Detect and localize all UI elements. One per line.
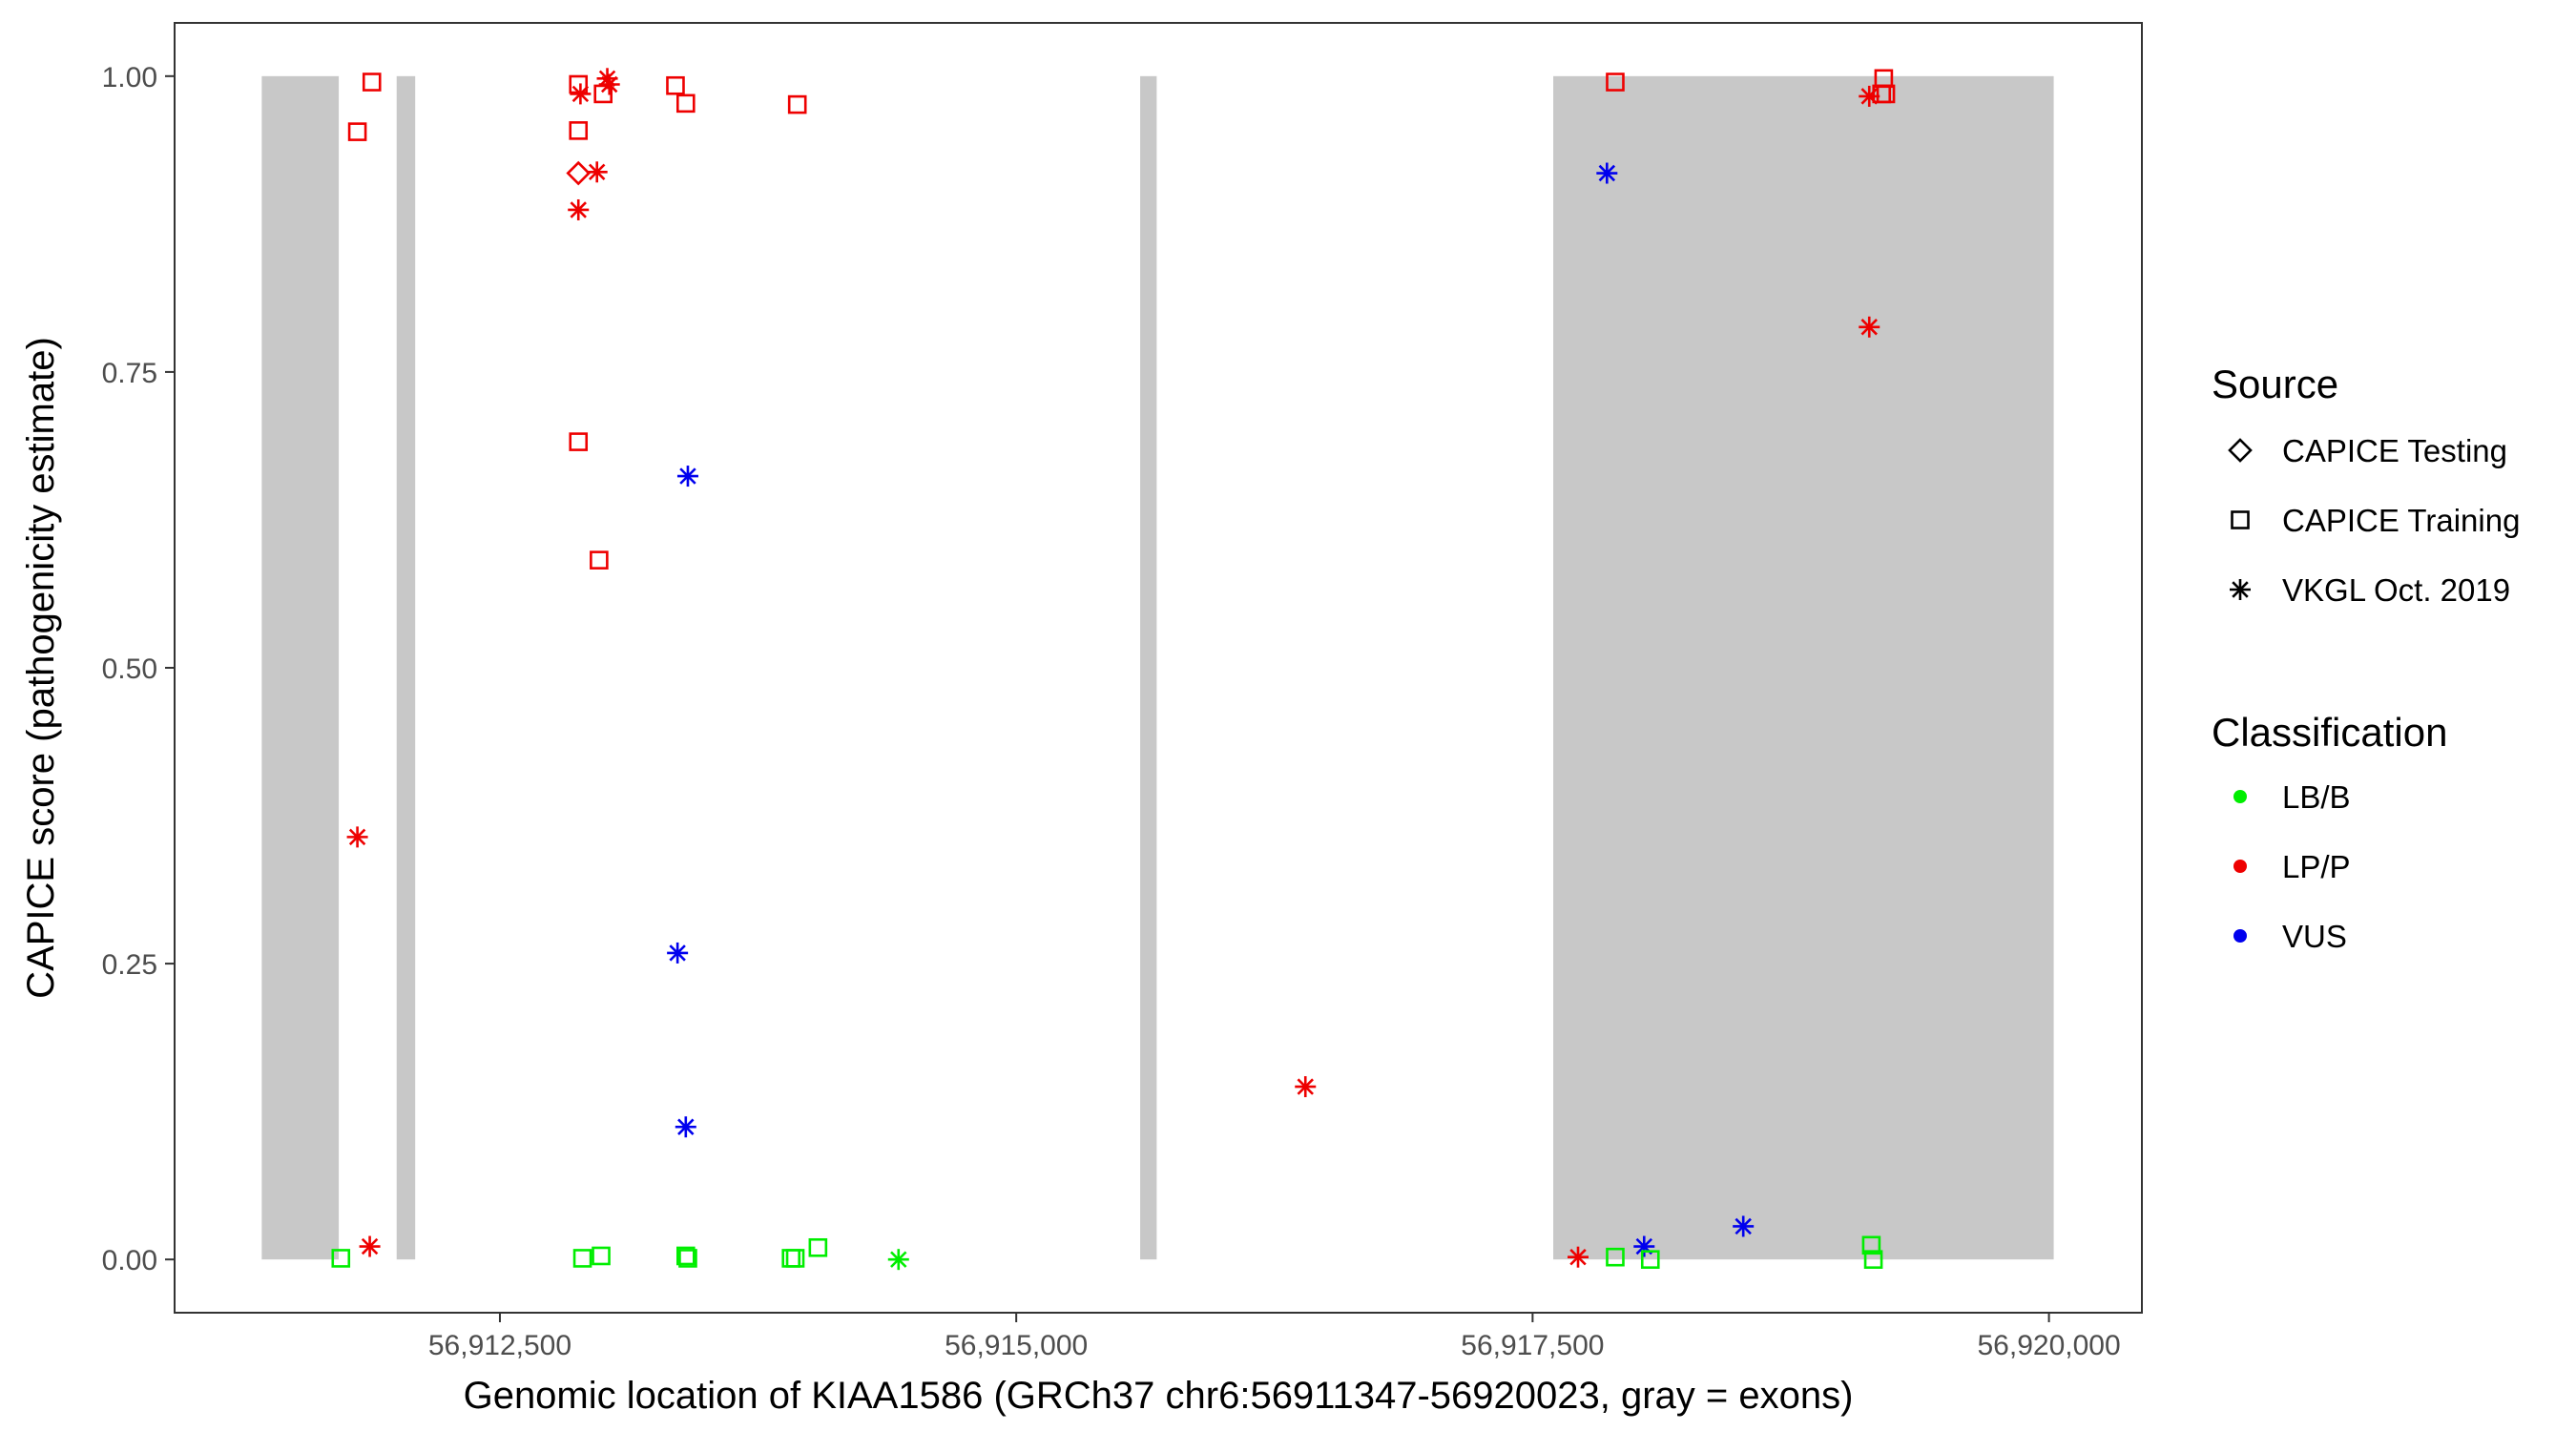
data-point-square [569, 121, 589, 140]
data-point-square [1863, 1250, 1883, 1269]
legend-square-icon [2231, 510, 2250, 529]
data-point-asterisk [598, 73, 620, 95]
data-point-square [593, 84, 613, 104]
legend-dot-icon [2233, 860, 2247, 873]
exon-band [1553, 75, 2054, 1260]
data-point-square [572, 1249, 592, 1268]
data-point-square [675, 1246, 696, 1266]
data-point-asterisk [346, 826, 368, 848]
data-point-asterisk [676, 466, 698, 487]
exon-band [396, 75, 416, 1260]
data-point-asterisk [570, 83, 592, 105]
legend-classification-label: LB/B [2282, 779, 2351, 815]
data-point-square [362, 73, 382, 92]
y-tick-label: 0.00 [102, 1245, 157, 1276]
legend-classification-item: LP/P [2233, 849, 2351, 884]
data-point-square [678, 1249, 697, 1268]
data-point-square [1606, 73, 1625, 92]
legend-source-label: CAPICE Training [2282, 503, 2520, 538]
x-tick-label: 56,917,500 [1461, 1330, 1604, 1361]
data-point-asterisk [359, 1235, 381, 1257]
y-tick-label: 1.00 [102, 62, 157, 93]
data-point-asterisk [1568, 1246, 1589, 1268]
legend-classification-item: LB/B [2233, 779, 2351, 815]
data-point-asterisk [1596, 162, 1618, 184]
data-point-diamond [566, 160, 592, 186]
legend-source-label: VKGL Oct. 2019 [2282, 572, 2510, 608]
data-point-asterisk [1859, 85, 1880, 107]
legend-source-title: Source [2212, 362, 2338, 406]
data-point-asterisk [1295, 1076, 1317, 1098]
legend-classification-title: Classification [2212, 710, 2447, 755]
data-point-square [347, 122, 367, 141]
legend-classification-item: VUS [2233, 919, 2347, 954]
x-axis-title: Genomic location of KIAA1586 (GRCh37 chr… [464, 1375, 1854, 1417]
data-point-square [785, 1249, 805, 1268]
data-point-square [808, 1237, 828, 1257]
data-point-asterisk [586, 161, 608, 183]
legend-classification: Classification LB/B LP/P VUS [2212, 710, 2447, 954]
legend-source-item: CAPICE Testing [2228, 433, 2507, 468]
data-point-asterisk [568, 198, 590, 220]
data-point-asterisk [1733, 1215, 1755, 1237]
data-point-square [1876, 84, 1896, 104]
data-point-square [1606, 1247, 1625, 1267]
data-point-asterisk [675, 1116, 696, 1138]
data-point-square [675, 93, 696, 114]
legend-source-item: VKGL Oct. 2019 [2230, 572, 2510, 608]
legend-classification-label: LP/P [2282, 849, 2351, 884]
data-point-square [331, 1249, 351, 1268]
y-axis-title: CAPICE score (pathogenicity estimate) [20, 337, 62, 999]
data-point-square [666, 75, 685, 95]
y-axis-ticks: 0.00 0.25 0.50 0.75 1.00 [102, 62, 175, 1276]
data-point-square [592, 1246, 611, 1266]
data-point-square [1861, 1235, 1881, 1255]
x-tick-label: 56,912,500 [428, 1330, 571, 1361]
y-tick-label: 0.50 [102, 653, 157, 685]
legend-asterisk-icon [2230, 579, 2251, 600]
legend-dot-icon [2233, 790, 2247, 803]
data-points [331, 68, 1896, 1271]
legend-dot-icon [2233, 929, 2247, 943]
exon-band [1140, 75, 1157, 1260]
y-tick-label: 0.25 [102, 949, 157, 981]
legend-source: Source CAPICE Testing CAPICE Training VKGL… [2212, 362, 2520, 608]
exon-band [261, 75, 340, 1260]
legend-source-item: CAPICE Training [2231, 503, 2520, 538]
data-point-asterisk [887, 1249, 909, 1271]
data-point-asterisk [1859, 316, 1880, 338]
legend-source-label: CAPICE Testing [2282, 433, 2507, 468]
data-point-square [569, 432, 589, 451]
data-point-asterisk [667, 942, 689, 964]
data-point-asterisk [1633, 1235, 1655, 1257]
legend-classification-label: VUS [2282, 919, 2347, 954]
legend-diamond-icon [2228, 438, 2253, 463]
x-tick-label: 56,920,000 [1978, 1330, 2121, 1361]
data-point-square [1640, 1250, 1660, 1269]
data-point-square [787, 94, 807, 114]
x-axis-ticks: 56,912,500 56,915,000 56,917,500 56,920,000 [428, 1313, 2121, 1361]
x-tick-label: 56,915,000 [945, 1330, 1088, 1361]
exon-bands [261, 75, 2054, 1260]
data-point-square [590, 550, 609, 570]
y-tick-label: 0.75 [102, 358, 157, 389]
